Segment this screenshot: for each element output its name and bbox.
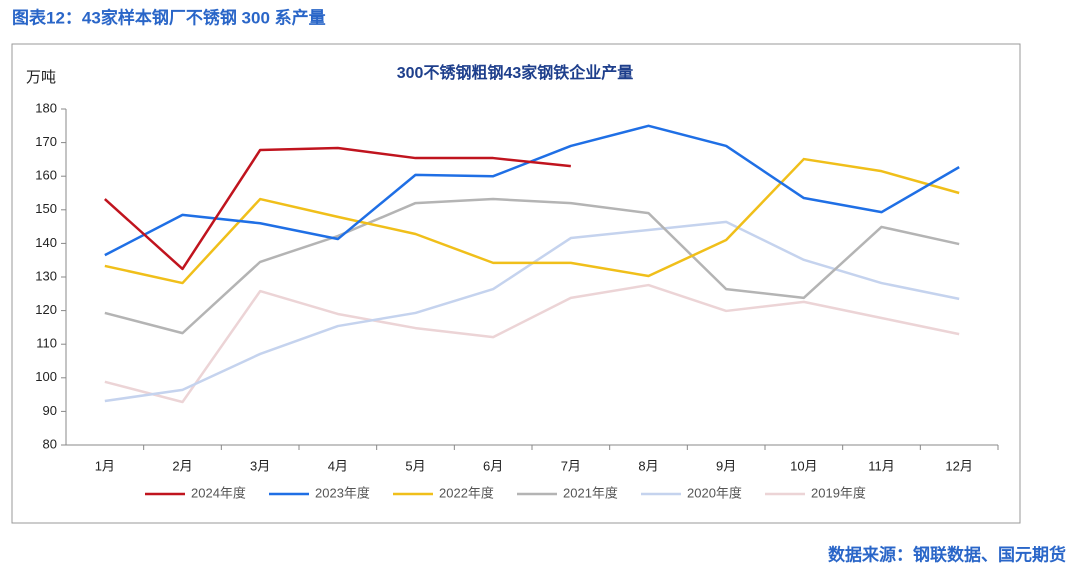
y-axis-label: 万吨 [26, 69, 56, 86]
x-tick-label: 3月 [250, 458, 270, 473]
y-tick-label: 90 [43, 403, 57, 418]
x-tick-label: 9月 [716, 458, 736, 473]
series-line [103, 146, 571, 271]
y-tick-label: 180 [35, 100, 57, 115]
y-tick-label: 160 [35, 168, 57, 183]
y-tick-label: 110 [36, 336, 57, 351]
x-tick-label: 8月 [638, 458, 658, 473]
series-line [104, 157, 960, 285]
x-tick-label: 5月 [405, 458, 425, 473]
y-tick-label: 80 [43, 436, 57, 451]
legend-label: 2019年度 [811, 485, 866, 500]
legend-label: 2020年度 [687, 485, 742, 500]
legend-label: 2024年度 [191, 485, 246, 500]
x-tick-label: 12月 [945, 458, 972, 473]
x-tick-label: 7月 [561, 458, 581, 473]
y-tick-label: 100 [35, 369, 57, 384]
y-tick-label: 150 [35, 201, 57, 216]
legend-label: 2023年度 [315, 485, 370, 500]
chart-title: 300不锈钢粗钢43家钢铁企业产量 [397, 63, 634, 82]
x-tick-label: 2月 [172, 458, 192, 473]
series-line [104, 197, 960, 335]
source: 数据来源：钢联数据、国元期货 [828, 544, 1066, 564]
x-tick-label: 1月 [95, 458, 115, 473]
x-tick-label: 6月 [483, 458, 503, 473]
series-line [104, 283, 960, 404]
x-tick-label: 4月 [328, 458, 348, 473]
x-tick-label: 11月 [868, 458, 895, 473]
y-tick-label: 120 [35, 302, 57, 317]
x-tick-label: 10月 [790, 458, 817, 473]
y-tick-label: 140 [35, 235, 57, 250]
y-tick-label: 130 [35, 268, 57, 283]
series-line [104, 220, 960, 403]
legend-label: 2022年度 [439, 485, 494, 500]
y-tick-label: 170 [35, 134, 57, 149]
chart-frame [11, 43, 1021, 524]
header: 图表12：43家样本钢厂不锈钢 300 系产量 [12, 7, 326, 27]
legend-label: 2021年度 [563, 485, 618, 500]
